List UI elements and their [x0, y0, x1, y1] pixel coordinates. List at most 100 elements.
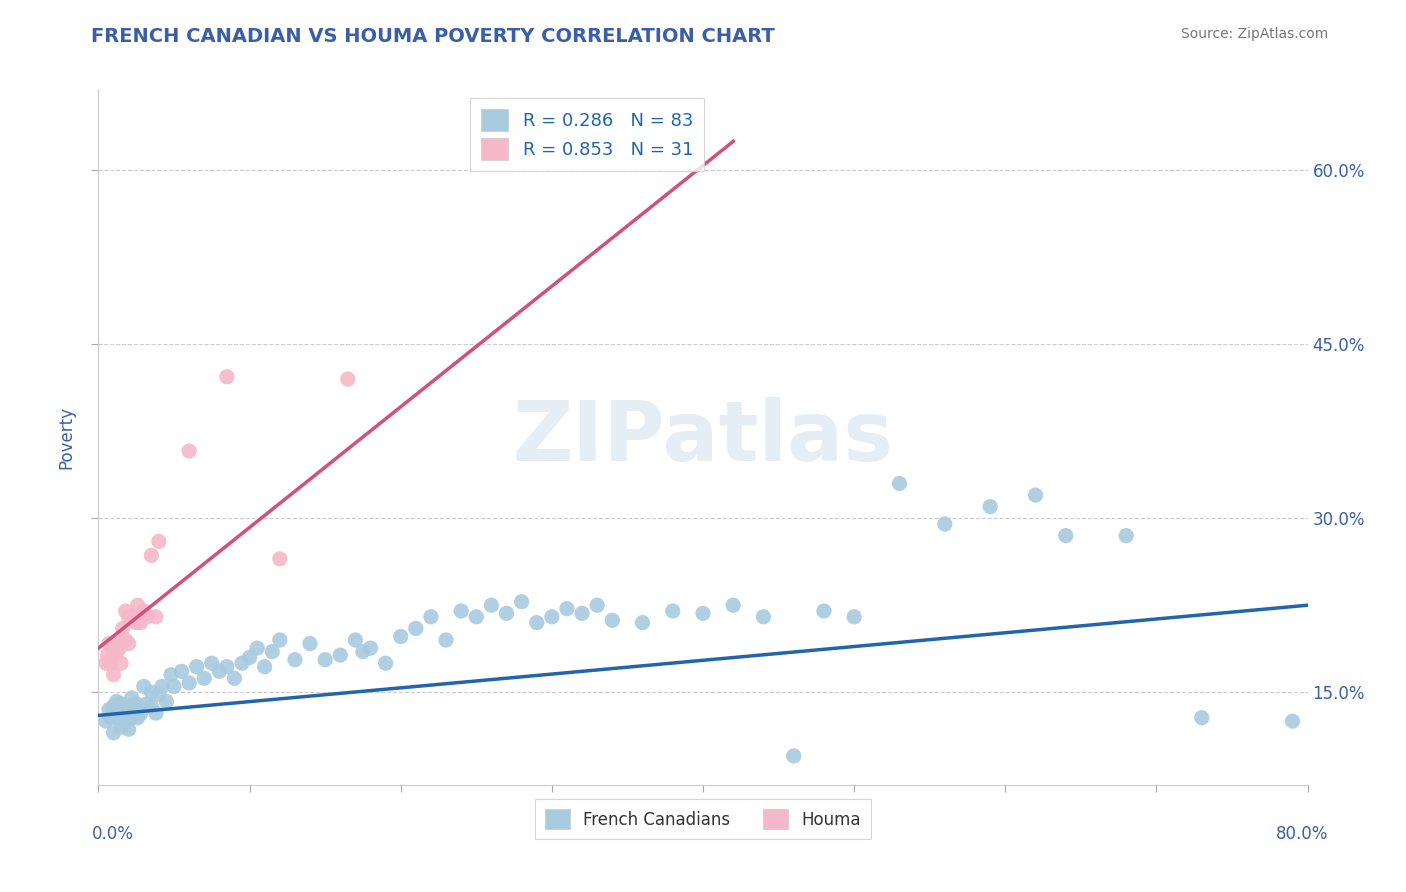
Point	[94, 657, 117, 671]
Point	[103, 699, 125, 714]
Point	[145, 610, 167, 624]
Point	[329, 648, 352, 662]
Point	[201, 657, 224, 671]
Point	[224, 671, 246, 685]
Point	[889, 476, 911, 491]
Point	[723, 598, 745, 612]
Point	[125, 615, 148, 630]
Point	[692, 607, 714, 621]
Point	[179, 444, 201, 458]
Point	[344, 633, 367, 648]
Point	[215, 369, 238, 384]
Point	[105, 644, 128, 658]
Point	[844, 610, 866, 624]
Point	[336, 372, 359, 386]
Point	[246, 641, 269, 656]
Point	[114, 604, 136, 618]
Point	[299, 636, 322, 650]
Point	[127, 711, 149, 725]
Point	[135, 610, 157, 624]
Point	[114, 714, 136, 728]
Point	[121, 610, 143, 624]
Point	[783, 749, 806, 764]
Point	[284, 653, 307, 667]
Text: 80.0%: 80.0%	[1277, 825, 1329, 843]
Point	[127, 598, 149, 612]
Point	[405, 621, 427, 635]
Point	[105, 711, 128, 725]
Point	[813, 604, 835, 618]
Point	[526, 615, 548, 630]
Point	[100, 711, 122, 725]
Text: FRENCH CANADIAN VS HOUMA POVERTY CORRELATION CHART: FRENCH CANADIAN VS HOUMA POVERTY CORRELA…	[91, 27, 775, 45]
Point	[141, 549, 163, 563]
Point	[571, 607, 593, 621]
Point	[389, 630, 412, 644]
Point	[141, 685, 163, 699]
Point	[360, 641, 382, 656]
Text: Source: ZipAtlas.com: Source: ZipAtlas.com	[1181, 27, 1329, 41]
Point	[107, 633, 129, 648]
Point	[495, 607, 517, 621]
Point	[934, 516, 956, 531]
Point	[540, 610, 562, 624]
Legend: French Canadians, Houma: French Canadians, Houma	[534, 799, 872, 839]
Point	[132, 680, 155, 694]
Point	[129, 615, 152, 630]
Point	[262, 644, 284, 658]
Point	[1191, 711, 1213, 725]
Point	[481, 598, 503, 612]
Point	[434, 633, 457, 648]
Point	[141, 699, 163, 714]
Point	[98, 703, 121, 717]
Point	[111, 708, 134, 723]
Point	[103, 644, 125, 658]
Point	[150, 680, 173, 694]
Point	[239, 650, 262, 665]
Point	[631, 615, 654, 630]
Point	[148, 688, 170, 702]
Point	[193, 671, 215, 685]
Point	[124, 703, 146, 717]
Point	[586, 598, 609, 612]
Point	[420, 610, 443, 624]
Y-axis label: Poverty: Poverty	[58, 406, 76, 468]
Point	[101, 653, 124, 667]
Point	[1054, 528, 1077, 542]
Point	[135, 697, 157, 711]
Point	[94, 714, 117, 728]
Point	[118, 699, 141, 714]
Point	[450, 604, 472, 618]
Point	[555, 601, 578, 615]
Point	[1024, 488, 1046, 502]
Point	[208, 665, 231, 679]
Point	[170, 665, 193, 679]
Point	[114, 633, 136, 648]
Point	[100, 657, 122, 671]
Point	[752, 610, 775, 624]
Point	[661, 604, 683, 618]
Point	[215, 659, 238, 673]
Point	[121, 690, 143, 705]
Point	[108, 641, 131, 656]
Point	[110, 720, 132, 734]
Point	[132, 604, 155, 618]
Point	[103, 726, 125, 740]
Point	[103, 667, 125, 681]
Point	[602, 613, 624, 627]
Point	[314, 653, 336, 667]
Point	[465, 610, 488, 624]
Point	[160, 667, 183, 681]
Point	[352, 644, 374, 658]
Point	[179, 676, 201, 690]
Point	[121, 711, 143, 725]
Point	[98, 636, 121, 650]
Point	[231, 657, 253, 671]
Point	[118, 723, 141, 737]
Point	[269, 551, 291, 566]
Point	[129, 706, 152, 720]
Point	[374, 657, 396, 671]
Point	[1281, 714, 1303, 728]
Point	[145, 706, 167, 720]
Point	[110, 697, 132, 711]
